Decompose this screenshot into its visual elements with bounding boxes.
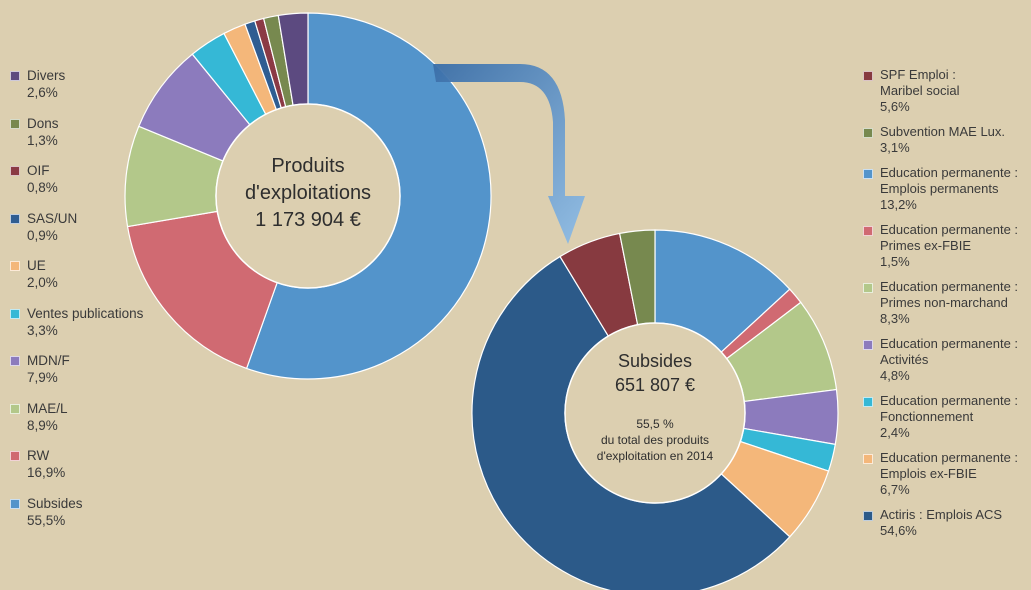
legend-label: Actiris : Emplois ACS — [880, 507, 1003, 522]
legend-swatch — [863, 283, 873, 293]
legend-swatch — [10, 451, 20, 461]
donut1-hole — [215, 103, 401, 289]
legend-swatch — [863, 397, 873, 407]
legend-value: 54,6% — [880, 523, 917, 538]
donut1-center-line-2: d'exploitations — [245, 182, 371, 204]
legend-label: Education permanente : — [880, 222, 1019, 237]
legend-swatch — [10, 166, 20, 176]
arrow-connector — [433, 64, 585, 244]
legend-value: 2,4% — [880, 425, 910, 440]
donut-chart-produits — [124, 12, 492, 380]
legend-label: MDN/F — [27, 353, 70, 368]
legend-label: SAS/UN — [27, 210, 78, 226]
donut2-center-title-2: 651 807 € — [615, 375, 695, 395]
legend-label: OIF — [27, 163, 50, 178]
legend-label: Subvention MAE Lux. — [880, 124, 1006, 139]
donut1-center-line-3: 1 173 904 € — [255, 209, 361, 231]
legend-label: Education permanente : — [880, 279, 1019, 294]
donut1-center-label: Produits d'exploitations 1 173 904 € — [245, 155, 371, 231]
donut2-center-note-2: du total des produits — [601, 433, 709, 447]
legend-value: 7,9% — [27, 370, 58, 385]
legend-value: 13,2% — [880, 197, 917, 212]
legend-value: 55,5% — [27, 512, 66, 528]
legend-swatch — [863, 128, 873, 138]
legend-swatch — [10, 118, 20, 129]
legend-value: 8,9% — [27, 417, 58, 433]
legend-swatch — [10, 71, 20, 81]
legend-label: Primes ex-FBIE — [880, 238, 972, 253]
legend-value: 3,3% — [27, 322, 58, 338]
legend-value: 0,8% — [27, 180, 58, 195]
legend-label: Emplois ex-FBIE — [880, 466, 977, 481]
legend-value: 2,0% — [27, 275, 58, 290]
legend-label: Maribel social — [880, 83, 960, 98]
legend-swatch — [863, 511, 873, 521]
donut2-center-title-1: Subsides — [618, 351, 692, 371]
legend-value: 8,3% — [880, 311, 910, 326]
legend-label: Subsides — [27, 495, 83, 511]
legend-label: Emplois permanents — [880, 181, 999, 196]
legend-label: Fonctionnement — [880, 409, 974, 424]
legend-label: Education permanente : — [880, 165, 1019, 180]
donut2-center-label: Subsides 651 807 € 55,5 % du total des prod… — [597, 351, 714, 463]
legend-label: Divers — [27, 68, 66, 83]
legend-label: MAE/L — [27, 400, 68, 416]
legend-label: Activités — [880, 352, 929, 367]
donut1-center-line-1: Produits — [271, 155, 344, 177]
legend-label: SPF Emploi : — [880, 67, 956, 82]
legend-swatch — [863, 226, 873, 236]
legend-swatch — [10, 213, 20, 224]
legend-swatch — [10, 308, 20, 319]
legend-label: Education permanente : — [880, 336, 1019, 351]
legend-swatch — [10, 403, 20, 414]
legend-value: 5,6% — [880, 99, 910, 114]
legend-value: 16,9% — [27, 465, 66, 480]
legend-swatch — [863, 71, 873, 81]
legend-swatch — [863, 169, 873, 179]
legend-value: 4,8% — [880, 368, 910, 383]
legend-value: 2,6% — [27, 85, 58, 100]
legend-label: Education permanente : — [880, 450, 1019, 465]
legend-value: 0,9% — [27, 227, 58, 243]
legend-label: Ventes publications — [27, 305, 144, 321]
legend-swatch — [863, 454, 873, 464]
legend-value: 1,5% — [880, 254, 910, 269]
legend-label: Education permanente : — [880, 393, 1019, 408]
legend-label: Primes non-marchand — [880, 295, 1008, 310]
legend-label: UE — [27, 258, 46, 273]
donut2-center-note-1: 55,5 % — [636, 417, 674, 431]
legend-value: 6,7% — [880, 482, 910, 497]
legend-swatch — [10, 498, 20, 509]
legend-swatch — [10, 356, 20, 366]
legend-label: Dons — [27, 115, 59, 131]
donut-chart-subsides — [471, 229, 839, 590]
legend-value: 3,1% — [880, 140, 910, 155]
legend-label: RW — [27, 448, 50, 463]
donut2-hole — [564, 322, 746, 504]
legend-swatch — [863, 340, 873, 350]
legend-swatch — [10, 261, 20, 271]
legend-value: 1,3% — [27, 132, 58, 148]
donut2-center-note-3: d'exploitation en 2014 — [597, 449, 714, 463]
